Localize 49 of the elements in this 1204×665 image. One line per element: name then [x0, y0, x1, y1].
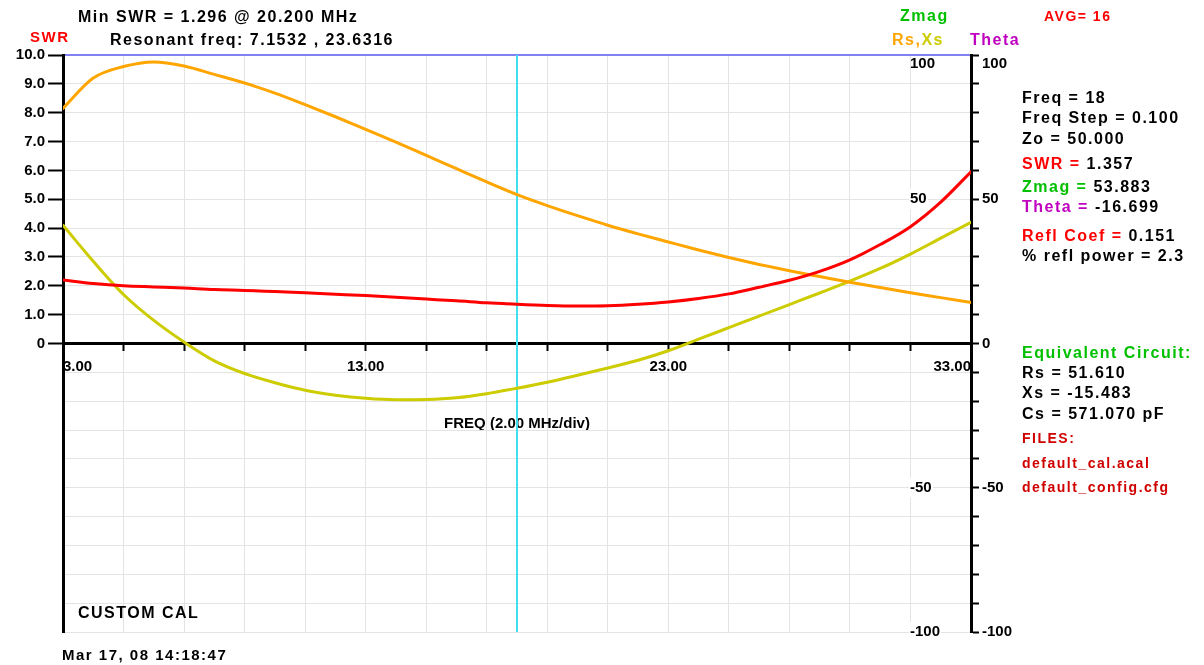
x-tick-label: 13.00 [346, 356, 385, 374]
text: Mar 17, 08 14:18:47 [62, 646, 228, 664]
text: Zmag = 53.883 [1022, 177, 1152, 195]
annotation: CUSTOM CAL [78, 603, 200, 623]
x-tick-label: 33.00 [933, 356, 971, 374]
y2-axis-title: Rs,Xs [892, 30, 944, 48]
text: Xs = -15.483 [1022, 383, 1133, 403]
y2-tick-label: 50 [909, 189, 927, 207]
y-tick-label: 4.0 [24, 218, 45, 236]
text: SWR = 1.357 [1022, 154, 1135, 172]
x-tick-label: 3.00 [63, 356, 93, 374]
y-tick-label: 10.0 [15, 45, 45, 63]
y2-tick-label: -100 [909, 622, 941, 640]
y2-tick-label: 100 [909, 54, 936, 72]
y3-tick-label: 100 [982, 54, 1008, 72]
text: FILES: [1022, 429, 1076, 447]
line-series [63, 170, 971, 308]
text: default_config.cfg [1022, 478, 1170, 496]
text: Refl Coef = 0.151 [1022, 226, 1176, 244]
x-tick-label: 23.00 [649, 356, 688, 374]
y-tick-label: 6.0 [24, 160, 45, 178]
y-tick-label: 5.0 [24, 189, 45, 207]
y-tick-label: 7.0 [24, 131, 45, 149]
y-axis-title: SWR [30, 28, 70, 46]
y3-tick-label: 50 [982, 189, 999, 207]
text: Freq Step = 0.100 [1022, 108, 1180, 128]
text: Theta = -16.699 [1022, 197, 1160, 215]
text: default_cal.acal [1022, 454, 1151, 472]
y-tick-label: 2.0 [24, 275, 45, 293]
y3-tick-label: 0 [982, 333, 991, 351]
y3-tick-label: -50 [982, 477, 1004, 495]
text: Freq = 18 [1022, 88, 1107, 108]
y3-axis-title: Theta [970, 30, 1021, 50]
chart-subtitle: Resonant freq: 7.1532 , 23.6316 [110, 30, 394, 50]
text: Equivalent Circuit: [1022, 343, 1192, 363]
text: Zmag [900, 6, 949, 26]
text: Rs = 51.610 [1022, 363, 1127, 383]
y-tick-label: 9.0 [24, 73, 45, 91]
y-tick-label: 3.0 [24, 247, 45, 265]
y3-tick-label: -100 [982, 622, 1013, 640]
text: Cs = 571.070 pF [1022, 404, 1166, 424]
chart-title: Min SWR = 1.296 @ 20.200 MHz [78, 7, 359, 27]
y-tick-label: 1.0 [24, 304, 45, 322]
y-tick-label: 0 [36, 333, 45, 351]
y-tick-label: 8.0 [24, 102, 45, 120]
y2-tick-label: -50 [909, 477, 932, 495]
text: AVG= 16 [1044, 7, 1112, 25]
text: % refl power = 2.3 [1022, 246, 1185, 266]
text: Zo = 50.000 [1022, 129, 1126, 149]
